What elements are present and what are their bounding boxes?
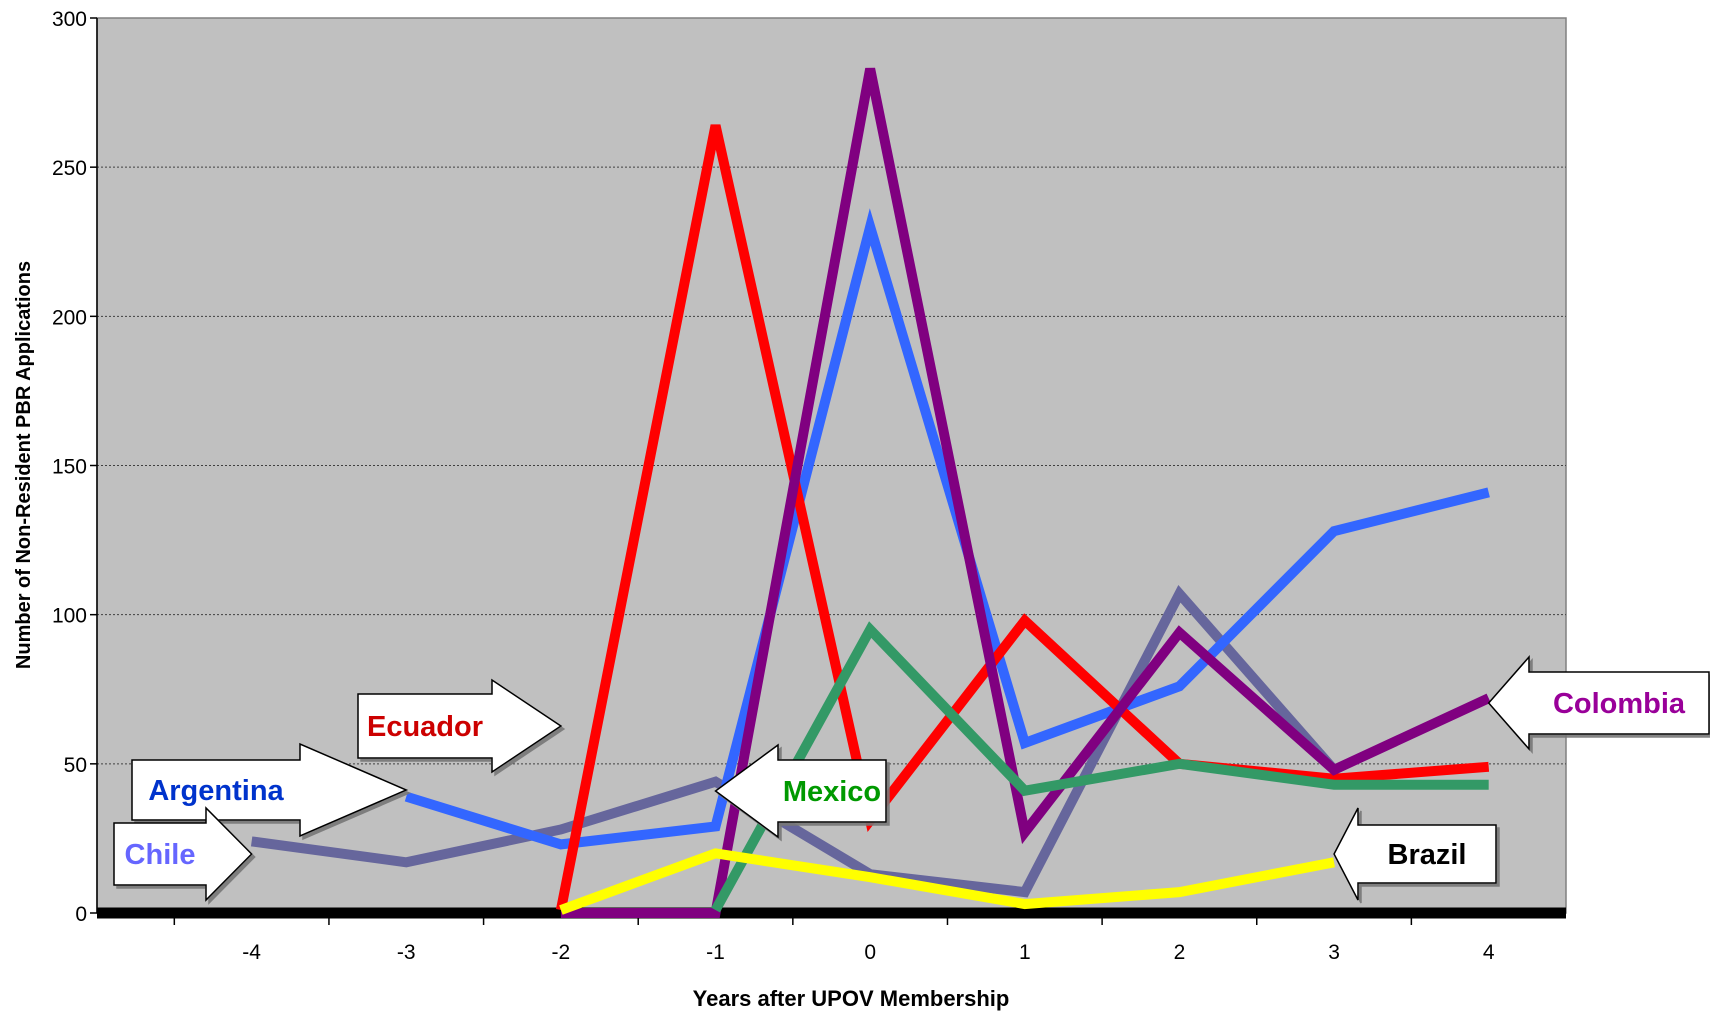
y-axis-title: Number of Non-Resident PBR Applications xyxy=(13,261,35,669)
legend-label-brazil: Brazil xyxy=(1388,839,1467,871)
callout-argentina: Argentina xyxy=(131,742,409,838)
x-tick-label: 3 xyxy=(1328,941,1340,964)
axes: 0 50 100 150 200 250 300 -4 -3 -2 -1 0 1 2 3 4 xyxy=(52,8,1566,964)
series-line-colombia xyxy=(560,67,1491,918)
callout-chile: Chile xyxy=(113,806,253,902)
y-tick-label: 200 xyxy=(52,306,87,329)
y-tick-label: 50 xyxy=(64,754,87,777)
legend-label-colombia: Colombia xyxy=(1553,688,1686,720)
x-tick-label: -1 xyxy=(706,941,725,964)
series-line-brazil xyxy=(559,848,1335,915)
series-line-mexico xyxy=(711,621,1489,913)
callout-arrow xyxy=(113,806,253,902)
y-tick-label: 100 xyxy=(52,605,87,628)
series-line-ecuador xyxy=(555,124,1490,911)
legend-label-ecuador: Ecuador xyxy=(367,711,483,743)
series-line-chile xyxy=(250,584,1338,898)
callout-arrow xyxy=(131,742,409,838)
callout-arrow xyxy=(1487,655,1710,751)
x-tick-label: 2 xyxy=(1174,941,1186,964)
series-lines xyxy=(250,67,1491,918)
callout-mexico: Mexico xyxy=(714,743,887,839)
x-tick-label: 1 xyxy=(1019,941,1031,964)
callout-colombia: Colombia xyxy=(1487,655,1710,751)
callout-brazil: Brazil xyxy=(1333,807,1497,901)
legend-callouts: Argentina Chile Ecuador Mexico Brazil Colombi… xyxy=(113,655,1710,902)
callout-arrow xyxy=(1333,807,1497,901)
y-tick-label: 250 xyxy=(52,157,87,180)
callout-ecuador: Ecuador xyxy=(357,678,563,774)
legend-label-mexico: Mexico xyxy=(783,776,881,808)
x-tick-label: -4 xyxy=(242,941,261,964)
legend-label-argentina: Argentina xyxy=(148,775,284,807)
x-tick-label: -2 xyxy=(552,941,571,964)
callout-arrow xyxy=(357,678,563,774)
series-line-argentina xyxy=(404,208,1490,850)
x-tick-label: -3 xyxy=(397,941,416,964)
y-tick-label: 300 xyxy=(52,8,87,31)
x-tick-label: 0 xyxy=(864,941,876,964)
y-tick-label: 0 xyxy=(75,903,87,926)
legend-label-chile: Chile xyxy=(125,839,196,871)
y-tick-label: 150 xyxy=(52,456,87,479)
callout-arrow xyxy=(714,743,887,839)
x-tick-label: 4 xyxy=(1483,941,1495,964)
x-axis-title: Years after UPOV Membership xyxy=(693,986,1010,1011)
